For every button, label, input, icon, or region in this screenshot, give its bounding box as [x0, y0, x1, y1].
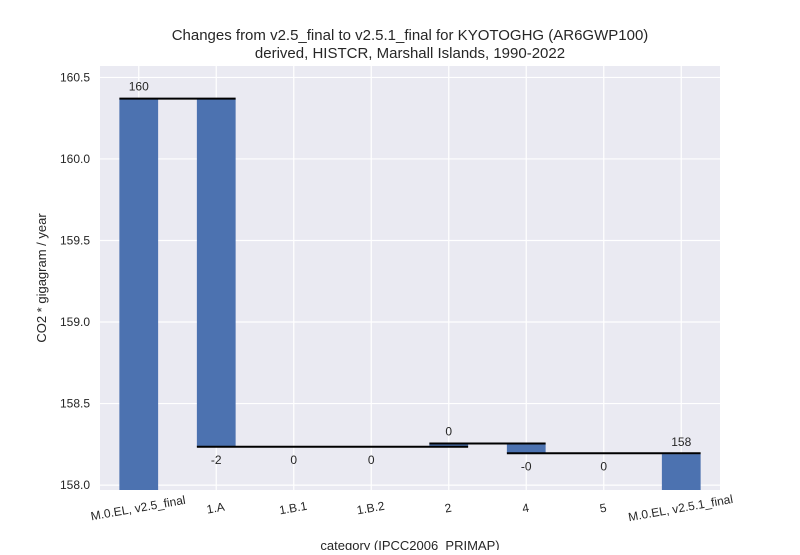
data-label: 160 — [129, 80, 149, 94]
data-labels: 160 -2 0 0 0 -0 0 158 — [129, 80, 692, 474]
x-tick-label: 5 — [599, 501, 608, 516]
data-label: -2 — [211, 453, 222, 467]
x-tick-label: 4 — [521, 501, 530, 516]
x-tick-label: 2 — [444, 501, 453, 516]
x-tick-label: 1.A — [205, 500, 225, 517]
y-tick-label: 160.5 — [60, 70, 90, 84]
x-axis-label: category (IPCC2006_PRIMAP) — [320, 538, 499, 550]
data-label: 158 — [671, 435, 691, 449]
y-axis-label: CO2 * gigagram / year — [34, 213, 49, 343]
y-tick-label: 159.5 — [60, 233, 90, 247]
data-label: 0 — [600, 459, 607, 473]
x-tick-labels: M.0.EL, v2.5_final 1.A 1.B.1 1.B.2 2 4 5 M.0.EL… — [90, 492, 734, 524]
data-label: 0 — [368, 453, 375, 467]
x-tick-label: 1.B.1 — [278, 499, 308, 518]
y-tick-label: 158.5 — [60, 397, 90, 411]
x-tick-label: 1.B.2 — [356, 499, 386, 518]
grid-lines — [100, 66, 720, 490]
y-tick-label: 159.0 — [60, 315, 90, 329]
connector-lines — [119, 97, 701, 455]
data-label: -0 — [521, 459, 532, 473]
bar — [196, 98, 236, 447]
y-tick-labels: 158.0 158.5 159.0 159.5 160.0 160.5 — [60, 70, 90, 492]
bar — [661, 454, 701, 490]
data-label: 0 — [290, 453, 297, 467]
bar — [506, 443, 546, 454]
plot-area — [100, 66, 720, 490]
x-tick-label: M.0.EL, v2.5.1_final — [627, 492, 734, 524]
y-tick-label: 158.0 — [60, 478, 90, 492]
bar — [119, 98, 159, 490]
data-label: 0 — [445, 425, 452, 439]
bars — [119, 98, 701, 490]
y-tick-label: 160.0 — [60, 152, 90, 166]
chart-subtitle: derived, HISTCR, Marshall Islands, 1990-… — [255, 45, 565, 62]
chart-title: Changes from v2.5_final to v2.5.1_final … — [172, 27, 649, 44]
x-tick-label: M.0.EL, v2.5_final — [90, 493, 187, 523]
bar — [429, 443, 469, 447]
